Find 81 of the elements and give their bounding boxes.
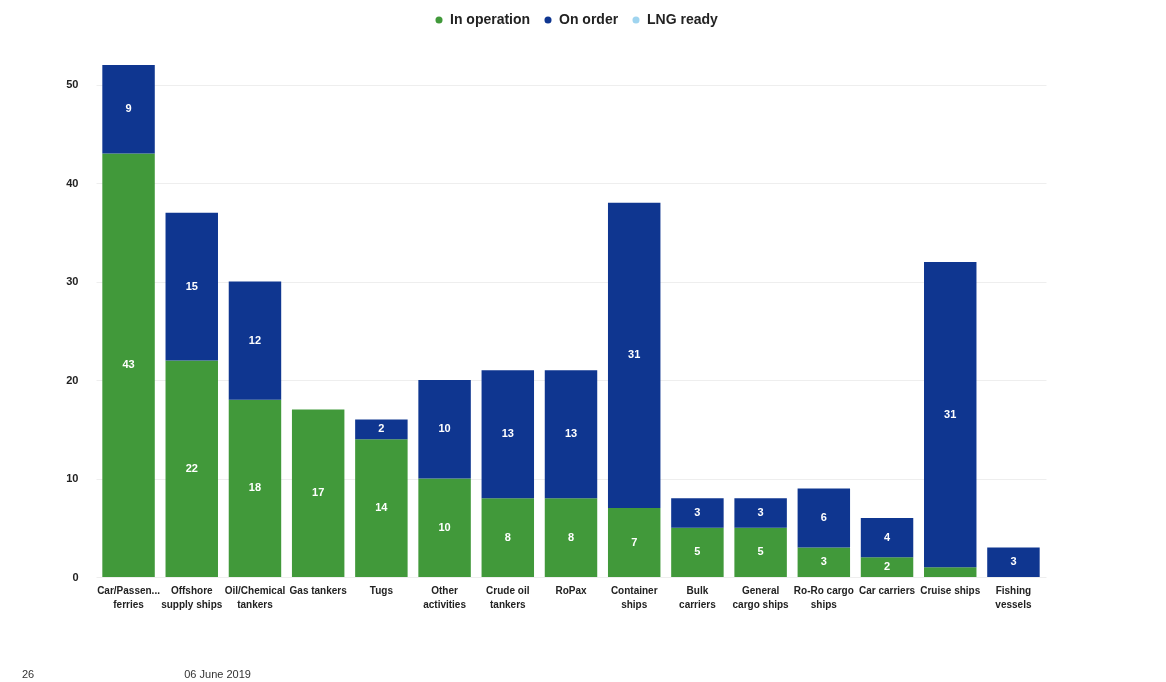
data-label: 5 — [694, 545, 701, 558]
data-label: 4 — [883, 530, 891, 543]
bar — [860, 517, 914, 558]
x-tick-label: Car/Passen... ferries — [97, 584, 161, 610]
data-label: 14 — [375, 501, 389, 514]
y-tick-label: 30 — [66, 275, 79, 288]
y-tick-label: 10 — [66, 472, 79, 485]
x-tick-label: General cargo ships — [732, 584, 790, 610]
legend-label: LNG ready — [647, 11, 719, 27]
bar — [860, 557, 914, 577]
bar — [797, 488, 851, 548]
data-label: 22 — [185, 461, 198, 474]
bar — [165, 212, 218, 361]
data-label: 18 — [248, 481, 262, 494]
bar — [355, 419, 408, 440]
data-label: 3 — [1010, 555, 1017, 568]
data-label: 8 — [504, 530, 511, 543]
x-tick-label: Tugs — [369, 584, 394, 596]
x-tick-label: Fishing vessels — [995, 584, 1032, 610]
legend-label: On order — [559, 11, 619, 27]
bar — [734, 498, 787, 528]
data-label: 31 — [944, 407, 957, 420]
bar — [102, 153, 155, 577]
data-label: 3 — [694, 506, 701, 518]
y-tick-label: 0 — [72, 570, 79, 583]
y-tick-label: 40 — [66, 176, 79, 189]
bar — [481, 370, 535, 499]
legend-label: In operation — [450, 11, 531, 27]
y-tick-label: 20 — [66, 373, 79, 386]
bar — [102, 65, 155, 154]
x-tick-label: Bulk carriers — [679, 584, 717, 610]
data-label: 13 — [501, 427, 514, 440]
data-label: 8 — [567, 530, 575, 543]
bar — [671, 498, 724, 528]
data-label: 2 — [883, 560, 891, 573]
bar — [671, 527, 724, 577]
data-label: 15 — [185, 279, 198, 292]
bar — [355, 439, 408, 577]
bar — [987, 547, 1040, 577]
bar — [924, 567, 977, 577]
data-label: 10 — [438, 422, 451, 435]
bar — [418, 478, 471, 577]
bar — [291, 409, 345, 577]
data-label: 13 — [564, 427, 578, 440]
x-tick-label: Oil/Chemical tankers — [224, 584, 286, 610]
data-label: 3 — [757, 506, 764, 518]
x-tick-label: RoPax — [555, 584, 587, 596]
x-tick-label: Ro-Ro cargo ships — [793, 584, 854, 610]
bar — [607, 202, 661, 509]
data-label: 10 — [438, 520, 451, 533]
bar — [481, 498, 535, 577]
data-label: 5 — [757, 545, 764, 558]
x-tick-label: Cruise ships — [920, 584, 981, 596]
bar — [544, 498, 598, 577]
bar — [924, 261, 977, 568]
bar — [797, 547, 851, 577]
data-label: 3 — [820, 555, 827, 568]
bar — [228, 281, 282, 400]
data-label: 31 — [628, 348, 641, 361]
data-label: 7 — [631, 535, 638, 548]
y-tick-label: 50 — [66, 78, 79, 91]
text: 26 — [22, 668, 35, 680]
x-tick-label: Car carriers — [858, 584, 916, 596]
data-label: 9 — [125, 102, 132, 115]
data-label: 2 — [378, 422, 385, 435]
x-tick-label: Crude oil tankers — [486, 584, 530, 610]
bar — [418, 380, 471, 479]
data-label: 12 — [248, 333, 262, 346]
bar — [607, 508, 661, 577]
data-label: 43 — [122, 358, 135, 371]
data-label: 17 — [312, 486, 325, 499]
text: 06 June 2019 — [184, 668, 251, 680]
bar — [734, 527, 787, 577]
x-tick-label: Gas tankers — [289, 584, 348, 596]
bar — [228, 399, 282, 577]
bar — [544, 370, 598, 499]
bar — [165, 360, 218, 577]
x-tick-label: Container ships — [610, 584, 658, 610]
x-tick-label: Offshore supply ships — [161, 584, 223, 610]
x-tick-label: Other activities — [423, 584, 467, 610]
data-label: 6 — [820, 510, 827, 523]
